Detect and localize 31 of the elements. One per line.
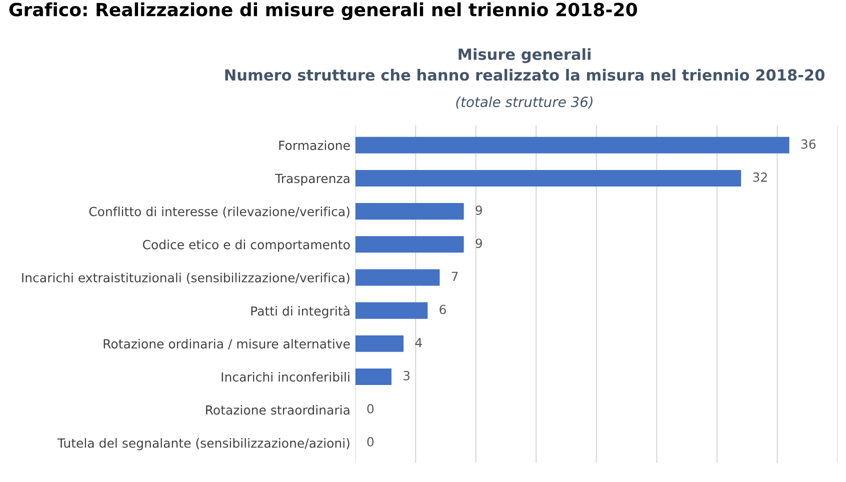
data-label: 9 bbox=[476, 205, 482, 215]
bar bbox=[355, 335, 404, 352]
chart-title: Misure generali Numero strutture che hanno realizzato la misura nel triennio 2018-20 bbox=[225, 48, 824, 81]
text: Grafico: Realizzazione di misure generali nel triennio 2018-20 bbox=[9, 2, 638, 20]
data-label: 36 bbox=[801, 139, 816, 149]
data-label: 0 bbox=[367, 404, 374, 414]
bar bbox=[355, 302, 428, 319]
y-tick-label: Trasparenza bbox=[275, 174, 350, 186]
bar bbox=[355, 203, 464, 220]
data-label: 6 bbox=[440, 304, 446, 314]
bar bbox=[355, 136, 790, 154]
y-tick-label: Rotazione ordinaria / misure alternative bbox=[104, 338, 350, 350]
chart-subtitle: (totale strutture 36) bbox=[456, 96, 592, 109]
data-label: 4 bbox=[415, 338, 422, 348]
bar bbox=[355, 170, 742, 187]
y-tick-label: Conflitto di interesse (rilevazione/verifica) bbox=[89, 206, 350, 218]
bar bbox=[355, 368, 392, 385]
data-label: 9 bbox=[476, 238, 482, 248]
y-tick-label: Codice etico e di comportamento bbox=[142, 240, 350, 252]
y-tick-label: Tutela del segnalante (sensibilizzazione/azioni) bbox=[57, 438, 350, 450]
data-label: 32 bbox=[753, 172, 767, 182]
y-tick-label: Formazione bbox=[279, 140, 350, 150]
data-label: 0 bbox=[367, 437, 374, 446]
bar bbox=[355, 269, 440, 286]
y-tick-label: Incarichi extraistituzionali (sensibilizzazione/verifica) bbox=[22, 272, 350, 284]
data-label: 3 bbox=[404, 370, 410, 380]
y-tick-label: Rotazione straordinaria bbox=[206, 405, 350, 415]
bar bbox=[355, 236, 464, 253]
y-tick-label: Incarichi inconferibili bbox=[222, 372, 350, 382]
y-tick-label: Patti di integrità bbox=[251, 306, 350, 318]
data-label: 7 bbox=[452, 272, 458, 281]
